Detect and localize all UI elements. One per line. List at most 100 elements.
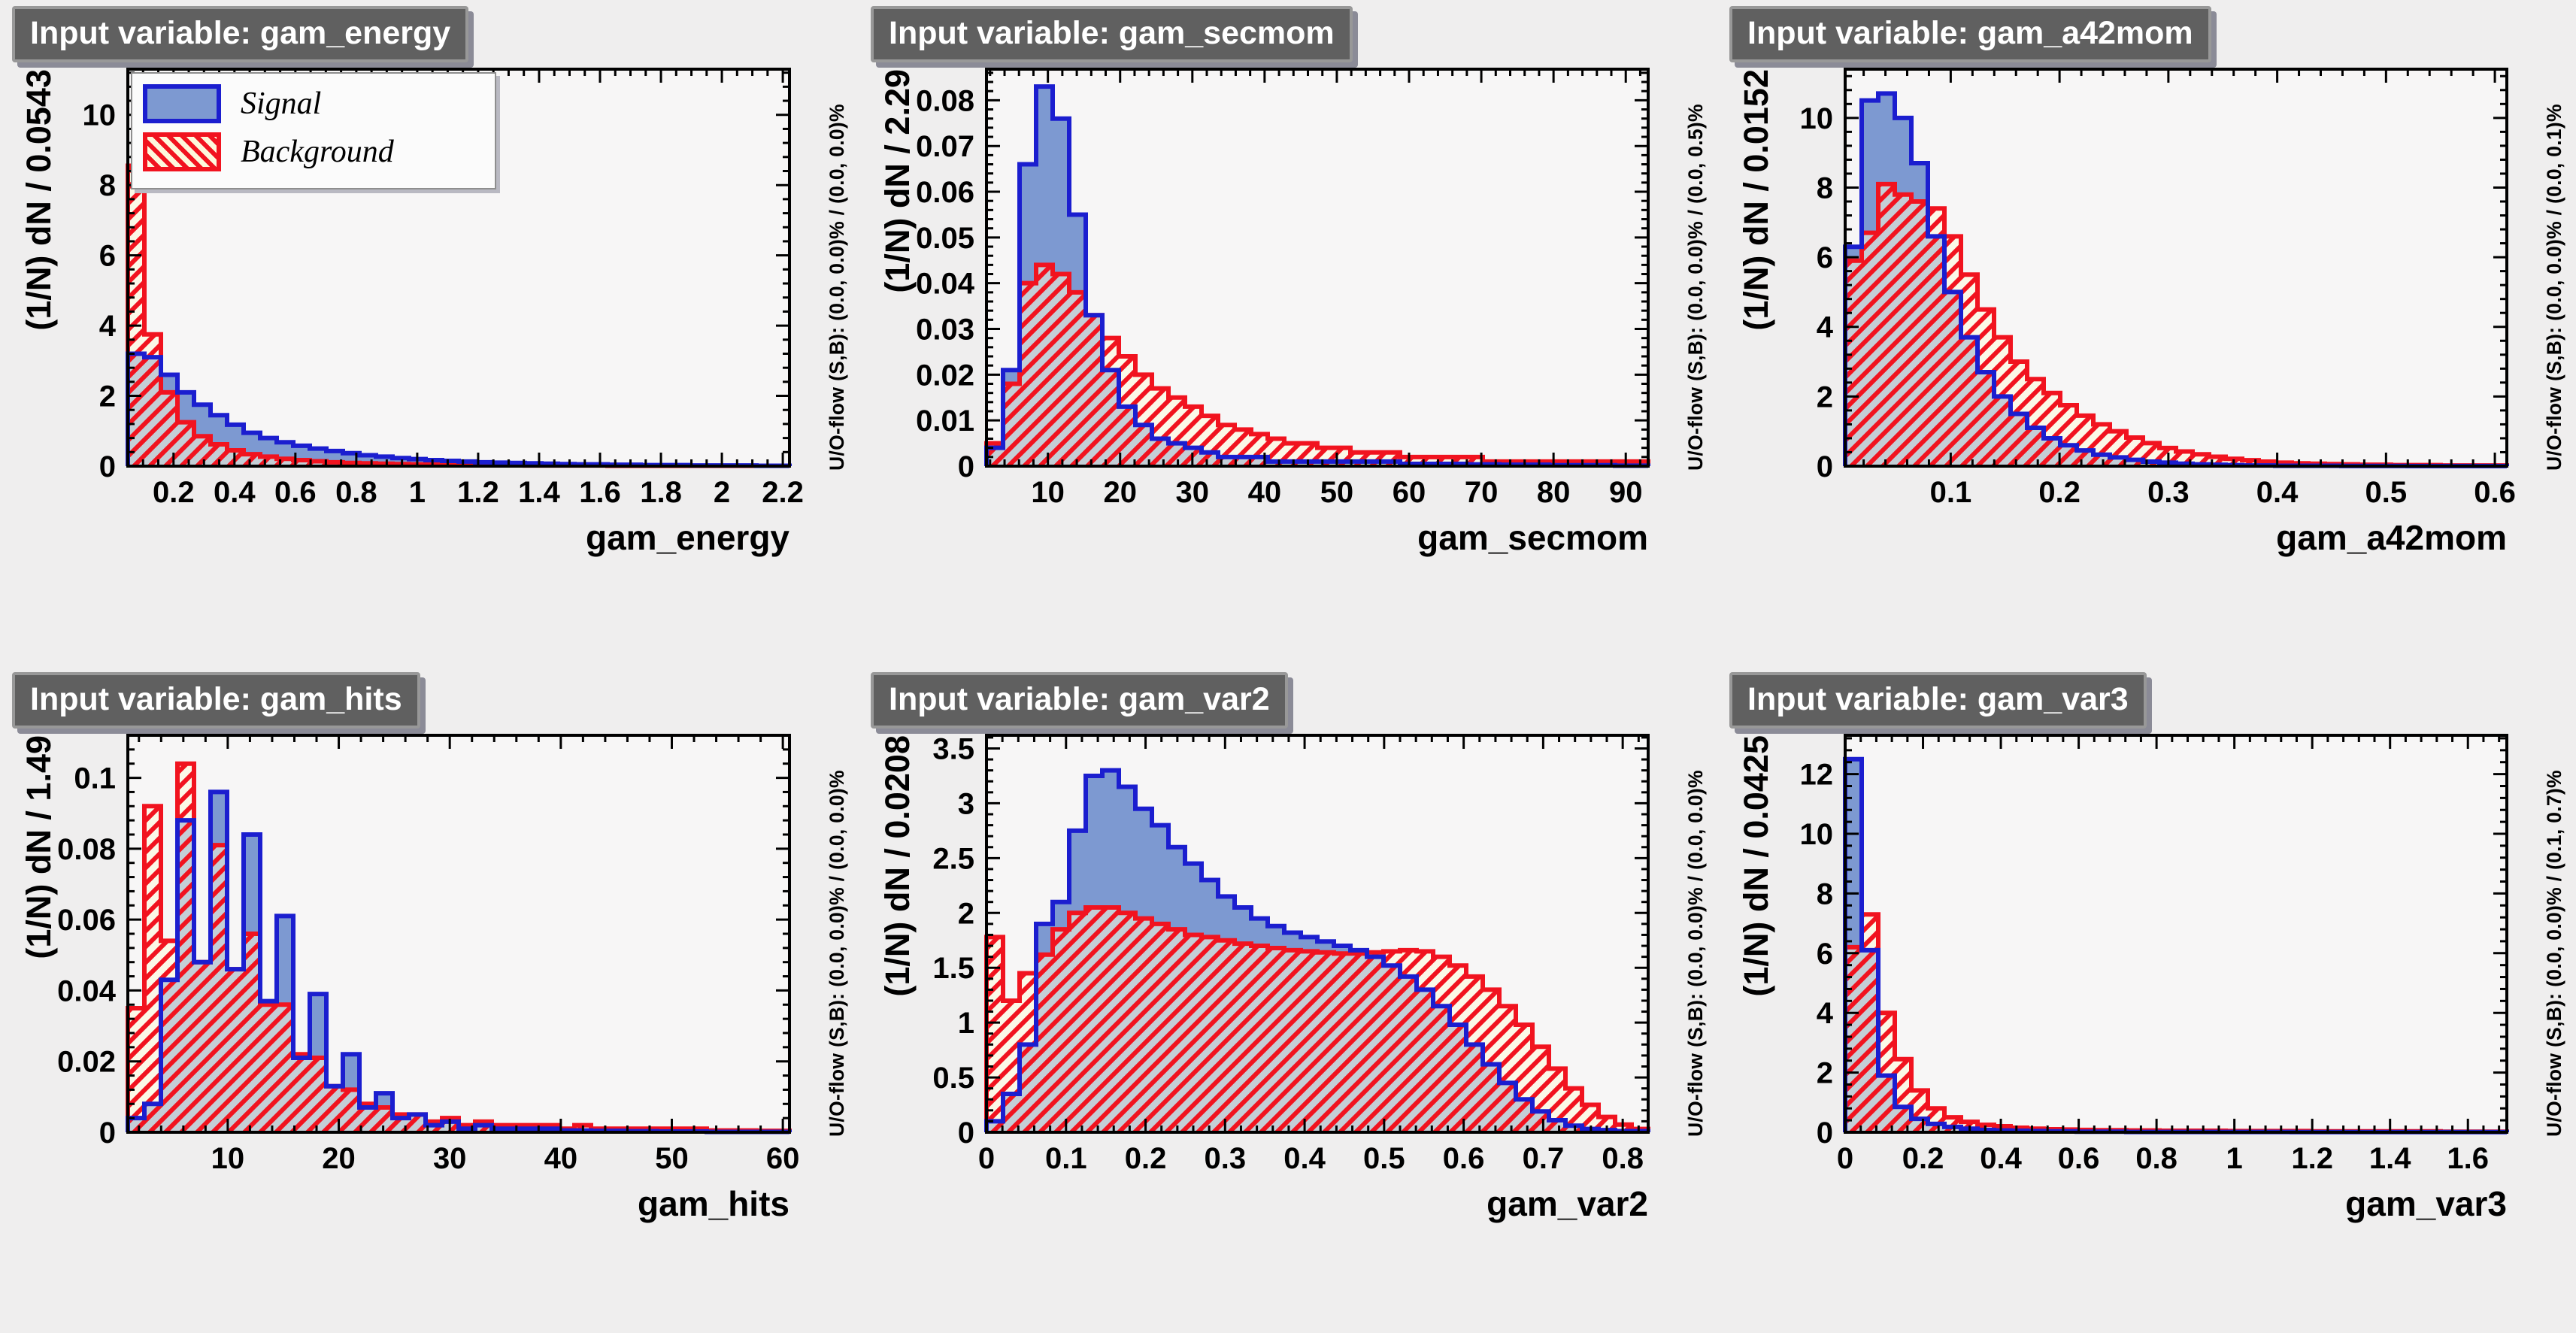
- svg-text:12: 12: [1800, 759, 1834, 792]
- svg-text:2: 2: [1817, 1057, 1833, 1090]
- svg-text:0.2: 0.2: [2038, 476, 2080, 509]
- panel-title: Input variable: gam_a42mom: [1729, 6, 2211, 62]
- svg-text:10: 10: [83, 99, 117, 132]
- svg-text:0.01: 0.01: [916, 404, 974, 438]
- svg-text:0.07: 0.07: [916, 130, 974, 163]
- svg-text:1.6: 1.6: [579, 476, 621, 509]
- svg-text:1.2: 1.2: [457, 476, 499, 509]
- panel-gam-energy: Input variable: gam_energy (1/N) dN / 0.…: [0, 0, 859, 666]
- svg-text:0.06: 0.06: [916, 176, 974, 209]
- x-axis-title: gam_energy: [585, 518, 789, 557]
- x-axis-title: gam_var2: [1487, 1184, 1648, 1223]
- legend: Signal Background: [131, 72, 496, 189]
- legend-signal-label: Signal: [241, 86, 322, 121]
- svg-text:0.1: 0.1: [1930, 476, 1972, 509]
- histogram-plot: 0 0.1 0.2 0.3 0.4 0.5 0.6 0.7 0.8 0 0.5 1 1.5 2 2.5 3 3.…: [932, 733, 1650, 1175]
- svg-text:0.5: 0.5: [932, 1062, 974, 1095]
- svg-text:0.2: 0.2: [153, 476, 195, 509]
- svg-text:6: 6: [99, 240, 116, 273]
- svg-text:4: 4: [1817, 997, 1834, 1030]
- svg-text:30: 30: [433, 1142, 467, 1175]
- svg-text:0.4: 0.4: [1980, 1142, 2022, 1175]
- svg-text:0.04: 0.04: [57, 974, 117, 1007]
- svg-text:0.08: 0.08: [57, 833, 116, 866]
- uoflow-label: U/O-flow (S,B): (0.0, 0.0)% / (0.0, 0.1)…: [2543, 104, 2565, 471]
- svg-text:90: 90: [1609, 476, 1643, 509]
- svg-text:0.7: 0.7: [1523, 1142, 1565, 1175]
- y-axis-title: (1/N) dN / 0.0152: [1737, 69, 1775, 331]
- panel-title: Input variable: gam_var2: [871, 672, 1288, 729]
- svg-text:0: 0: [1817, 450, 1833, 483]
- svg-text:20: 20: [1103, 476, 1137, 509]
- svg-text:0.1: 0.1: [74, 762, 116, 795]
- svg-text:1.8: 1.8: [640, 476, 682, 509]
- svg-text:1.5: 1.5: [932, 952, 974, 985]
- svg-text:0.8: 0.8: [1602, 1142, 1644, 1175]
- signal-swatch: [143, 84, 221, 123]
- panel-title: Input variable: gam_energy: [12, 6, 469, 62]
- svg-text:50: 50: [655, 1142, 689, 1175]
- svg-text:30: 30: [1176, 476, 1210, 509]
- svg-text:0.8: 0.8: [335, 476, 377, 509]
- svg-text:2: 2: [714, 476, 730, 509]
- uoflow-label: U/O-flow (S,B): (0.0, 0.0)% / (0.0, 0.0)…: [1684, 770, 1707, 1137]
- svg-text:1.4: 1.4: [2369, 1142, 2411, 1175]
- panel-gam-secmom: Input variable: gam_secmom (1/N) dN / 2.…: [859, 0, 1717, 666]
- svg-text:0.8: 0.8: [2135, 1142, 2177, 1175]
- panel-title: Input variable: gam_secmom: [871, 6, 1353, 62]
- svg-text:0.5: 0.5: [2365, 476, 2408, 509]
- panel-gam-var3: Input variable: gam_var3 (1/N) dN / 0.04…: [1717, 666, 2576, 1332]
- svg-text:2.2: 2.2: [762, 476, 804, 509]
- svg-text:0.5: 0.5: [1363, 1142, 1405, 1175]
- svg-text:0.6: 0.6: [2474, 476, 2516, 509]
- svg-text:60: 60: [1393, 476, 1426, 509]
- svg-text:10: 10: [1800, 102, 1834, 135]
- panel-title: Input variable: gam_hits: [12, 672, 420, 729]
- svg-text:1.4: 1.4: [518, 476, 560, 509]
- svg-text:4: 4: [99, 310, 117, 343]
- panel-gam-a42mom: Input variable: gam_a42mom (1/N) dN / 0.…: [1717, 0, 2576, 666]
- svg-text:0.06: 0.06: [57, 904, 116, 937]
- y-axis-title: (1/N) dN / 1.49: [20, 735, 58, 959]
- x-axis-title: gam_secmom: [1417, 518, 1648, 557]
- y-axis-title: (1/N) dN / 0.0543: [20, 69, 58, 331]
- svg-text:0: 0: [1817, 1116, 1833, 1150]
- uoflow-label: U/O-flow (S,B): (0.0, 0.0)% / (0.0, 0.5)…: [1684, 104, 1707, 471]
- svg-text:0.4: 0.4: [214, 476, 256, 509]
- svg-text:20: 20: [322, 1142, 356, 1175]
- x-axis-title: gam_var3: [2345, 1184, 2507, 1223]
- svg-text:1: 1: [2226, 1142, 2243, 1175]
- x-axis-title: gam_hits: [638, 1184, 789, 1223]
- panel-gam-var2: Input variable: gam_var2 (1/N) dN / 0.02…: [859, 666, 1717, 1332]
- svg-text:0.2: 0.2: [1902, 1142, 1944, 1175]
- svg-text:0.05: 0.05: [916, 222, 974, 255]
- svg-text:0: 0: [978, 1142, 995, 1175]
- svg-text:0: 0: [958, 450, 974, 483]
- svg-text:60: 60: [766, 1142, 800, 1175]
- panel-title: Input variable: gam_var3: [1729, 672, 2147, 729]
- svg-text:0: 0: [99, 1116, 116, 1150]
- svg-text:10: 10: [1800, 818, 1834, 851]
- legend-entry-background: Background: [143, 132, 495, 171]
- svg-text:10: 10: [1031, 476, 1065, 509]
- svg-text:6: 6: [1817, 241, 1833, 274]
- svg-text:2: 2: [1817, 380, 1833, 414]
- svg-text:0.04: 0.04: [916, 268, 975, 301]
- svg-text:0.1: 0.1: [1045, 1142, 1087, 1175]
- y-axis-title: (1/N) dN / 0.0425: [1737, 735, 1775, 997]
- background-swatch: [143, 132, 221, 171]
- svg-text:1: 1: [958, 1007, 974, 1040]
- svg-text:80: 80: [1537, 476, 1571, 509]
- x-axis-title: gam_a42mom: [2276, 518, 2507, 557]
- svg-text:0.08: 0.08: [916, 84, 974, 117]
- uoflow-label: U/O-flow (S,B): (0.0, 0.0)% / (0.1, 0.7)…: [2543, 770, 2565, 1137]
- svg-text:0.2: 0.2: [1125, 1142, 1167, 1175]
- uoflow-label: U/O-flow (S,B): (0.0, 0.0)% / (0.0, 0.0)…: [826, 770, 848, 1137]
- y-axis-title: (1/N) dN / 0.0208: [878, 735, 917, 997]
- y-axis-title: (1/N) dN / 2.29: [878, 69, 917, 293]
- svg-text:2: 2: [958, 897, 974, 930]
- svg-text:0.3: 0.3: [1205, 1142, 1247, 1175]
- histogram-plot: 10 20 30 40 50 60 70 80 90 0 0.01 0.02 0.03 0.04 0.05 0…: [916, 68, 1650, 509]
- uoflow-label: U/O-flow (S,B): (0.0, 0.0)% / (0.0, 0.0)…: [826, 104, 848, 471]
